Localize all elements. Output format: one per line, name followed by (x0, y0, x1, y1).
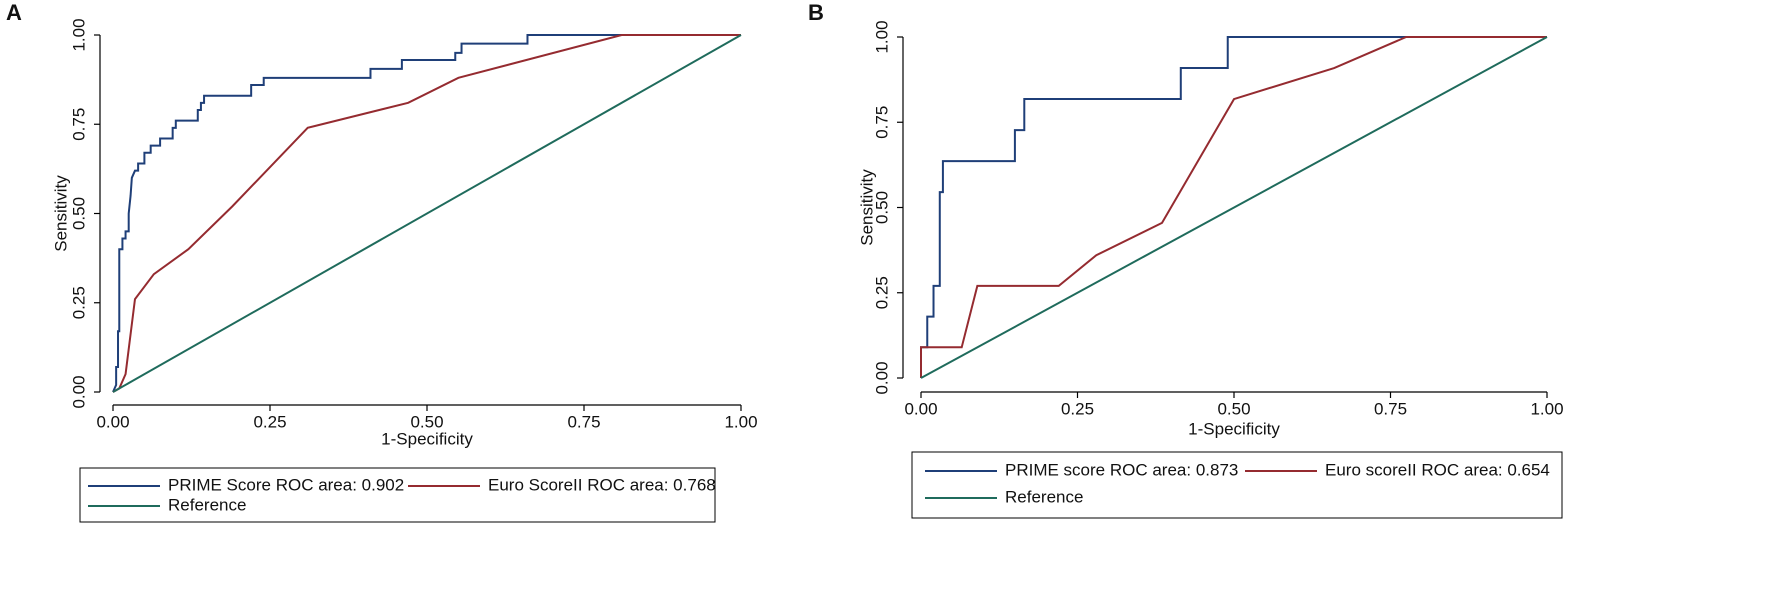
legend-label: Euro scoreII ROC area: 0.654 (1325, 460, 1550, 479)
y-tick-label: 1.00 (872, 20, 891, 53)
y-axis-title: Sensitivity (51, 175, 70, 252)
roc-curve (112, 34, 741, 393)
legend-label: PRIME Score ROC area: 0.902 (168, 475, 404, 494)
y-tick-label: 0.75 (872, 106, 891, 139)
y-tick-label: 0.75 (69, 108, 88, 141)
y-tick-label: 0.50 (69, 197, 88, 230)
x-tick-label: 0.25 (1061, 399, 1094, 418)
x-tick-label: 0.75 (1374, 399, 1407, 418)
y-tick-label: 0.50 (872, 191, 891, 224)
x-tick-label: 1.00 (1530, 399, 1563, 418)
x-tick-label: 0.00 (96, 412, 129, 431)
roc-curve (920, 36, 1548, 379)
y-tick-label: 0.25 (872, 276, 891, 309)
x-tick-label: 0.75 (567, 412, 600, 431)
x-axis-title: 1-Specificity (381, 429, 473, 448)
legend-label: Euro ScoreII ROC area: 0.768 (488, 475, 716, 494)
legend-box (79, 467, 716, 523)
legend-box (911, 451, 1563, 519)
roc-curve (112, 34, 741, 393)
legend-label: PRIME score ROC area: 0.873 (1005, 460, 1238, 479)
x-tick-label: 0.25 (253, 412, 286, 431)
legend-label: Reference (1005, 487, 1083, 506)
y-tick-label: 0.25 (69, 286, 88, 319)
y-tick-label: 0.00 (69, 375, 88, 408)
x-tick-label: 0.50 (410, 412, 443, 431)
roc-curve (920, 36, 1547, 378)
x-tick-label: 0.00 (904, 399, 937, 418)
roc-curve (920, 36, 1547, 378)
legend-label: Reference (168, 495, 246, 514)
x-tick-label: 0.50 (1217, 399, 1250, 418)
y-tick-label: 1.00 (69, 18, 88, 51)
y-axis-title: Sensitivity (857, 169, 876, 246)
x-tick-label: 1.00 (724, 412, 757, 431)
roc-curve (112, 34, 742, 393)
panel-label: B (808, 0, 824, 25)
y-tick-label: 0.00 (872, 361, 891, 394)
panel-label: A (6, 0, 22, 25)
x-axis-title: 1-Specificity (1188, 419, 1280, 438)
